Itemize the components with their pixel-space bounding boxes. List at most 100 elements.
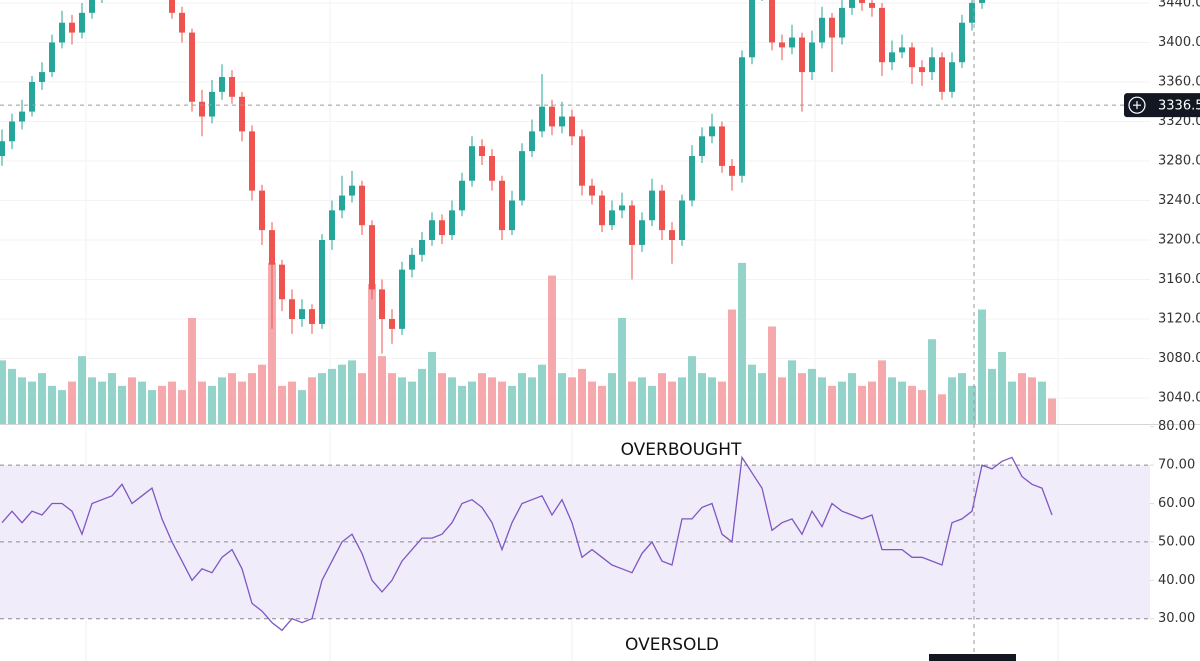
candle-body [9,121,15,142]
volume-bar [338,364,346,424]
candle-body [199,101,205,117]
candle-body [629,205,635,245]
rsi-layer [1,455,1053,632]
volume-bar [978,309,986,424]
candle-body [59,22,65,43]
candle-body [899,47,905,53]
candle-body [549,106,555,127]
candle-body [319,240,325,324]
candle-body [89,0,95,13]
candle-body [789,37,795,48]
candle-body [929,57,935,73]
volume-bar [68,381,76,424]
volume-bar [8,368,16,424]
candle-body [519,151,525,201]
volume-bar [738,262,746,424]
candle-body [609,210,615,226]
volume-bar [98,381,106,424]
volume-bar [688,356,696,424]
volume-bar [1038,381,1046,424]
candle-body [179,12,185,33]
candle-body [379,289,385,320]
candle-body [829,17,835,38]
volume-bar [498,381,506,424]
crosshair-time-label [929,654,1016,661]
volume-bar [48,385,56,424]
y-tick-label: 3160.00 [1158,272,1200,287]
candle-body [669,230,675,240]
candle-body [459,180,465,211]
candle-body [279,264,285,300]
volume-bar [378,356,386,424]
volume-bar [628,381,636,424]
candle-body [579,136,585,186]
y-tick-label: 3240.00 [1158,193,1200,208]
candle-body [349,185,355,196]
volume-bar [948,377,956,424]
volume-bar [718,381,726,424]
candle-body [339,195,345,211]
volume-bar [828,385,836,424]
volume-bar [548,275,556,424]
candle-body [419,240,425,255]
y-tick-label: 60.00 [1158,496,1195,511]
volume-bar [918,390,926,424]
candle-body [429,220,435,240]
candle-body [289,299,295,320]
volume-bar [198,381,206,424]
volume-bar [298,390,306,424]
candle-body [909,47,915,68]
candle-layer [0,0,985,354]
candle-body [269,230,275,265]
volume-bar [868,381,876,424]
candle-body [359,185,365,226]
candle-body [229,77,235,97]
volume-bar [318,373,326,424]
candle-body [0,141,5,157]
candle-body [809,42,815,73]
candle-body [849,0,855,8]
candle-body [599,195,605,226]
volume-bar [478,373,486,424]
volume-bar [278,385,286,424]
candle-body [879,7,885,63]
volume-bar [118,385,126,424]
volume-bar [448,377,456,424]
volume-bar [808,368,816,424]
candle-body [39,72,45,82]
volume-bar [88,377,96,424]
volume-bar [418,368,426,424]
volume-bar [258,364,266,424]
candle-body [949,62,955,92]
y-tick-label: 50.00 [1158,534,1195,549]
volume-bar [898,381,906,424]
volume-bar [128,377,136,424]
y-tick-label: 40.00 [1158,573,1195,588]
volume-bar [778,377,786,424]
y-tick-label: 30.00 [1158,611,1195,626]
y-tick-label: 3400.00 [1158,35,1200,50]
overbought-label: OVERBOUGHT [621,440,742,460]
volume-bar [678,377,686,424]
volume-bar [428,351,436,424]
candle-body [639,220,645,245]
volume-bar [788,360,796,424]
candle-body [19,111,25,122]
volume-bar [0,360,6,424]
volume-bar [638,377,646,424]
y-tick-label: 3040.00 [1158,391,1200,406]
candle-body [169,0,175,13]
candle-body [69,22,75,33]
volume-bar [988,368,996,424]
volume-bar [228,373,236,424]
volume-bar [518,373,526,424]
candle-body [369,225,375,290]
volume-bar [538,364,546,424]
volume-bar [78,356,86,424]
candle-body [329,210,335,240]
rsi-band [0,465,1150,619]
volume-bar [758,373,766,424]
volume-bar [308,377,316,424]
candle-body [29,81,35,112]
volume-bar [148,390,156,424]
